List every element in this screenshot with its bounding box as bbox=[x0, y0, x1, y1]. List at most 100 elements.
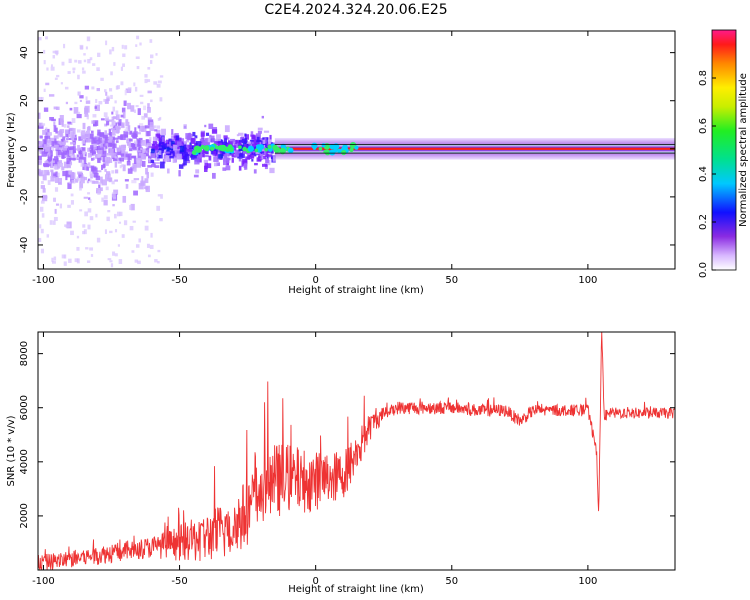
spectrogram-xtick-label: 100 bbox=[578, 275, 597, 286]
spectrogram-cell bbox=[116, 85, 120, 90]
spectrogram-cell bbox=[47, 180, 51, 185]
spectrogram-cell bbox=[42, 188, 46, 193]
spectrogram-cell bbox=[75, 148, 78, 151]
spectrogram-cell bbox=[68, 181, 72, 184]
spectrogram-cell bbox=[61, 152, 67, 159]
spectrogram-cell bbox=[77, 145, 80, 152]
spectrogram-cell bbox=[82, 122, 86, 130]
spectrogram-cell bbox=[136, 35, 140, 40]
spectrogram-cell bbox=[234, 149, 241, 157]
spectrogram-cell bbox=[46, 67, 49, 71]
spectrogram-cell bbox=[120, 114, 124, 118]
colorbar-tick-label: 0.0 bbox=[698, 262, 709, 278]
spectrogram-cell bbox=[97, 150, 103, 156]
spectrogram-cell bbox=[57, 177, 62, 185]
spectrogram-cell bbox=[45, 145, 51, 152]
spectrogram-cell bbox=[133, 109, 136, 113]
spectrogram-cell bbox=[63, 261, 67, 266]
spectrogram-cell bbox=[227, 158, 230, 164]
spectrogram-cell bbox=[324, 149, 331, 156]
spectrogram-cell bbox=[102, 143, 105, 147]
spectrogram-cell bbox=[40, 228, 44, 234]
spectrogram-cell bbox=[167, 168, 170, 174]
spectrogram-cell bbox=[329, 149, 336, 156]
spectrogram-cell bbox=[201, 150, 206, 154]
spectrogram-cell bbox=[69, 150, 73, 155]
spectrogram-cell bbox=[134, 259, 139, 263]
spectrogram-cell bbox=[56, 74, 60, 78]
spectrogram-cell bbox=[204, 142, 211, 147]
spectrogram-cell bbox=[242, 160, 248, 165]
spectrogram-cell bbox=[106, 153, 112, 156]
spectrogram-cell bbox=[203, 165, 208, 172]
spectrogram-cell bbox=[169, 156, 174, 159]
spectrogram-cell bbox=[49, 116, 54, 121]
spectrogram-cell bbox=[279, 147, 286, 155]
spectrogram-cell bbox=[88, 165, 92, 169]
spectrogram-cell bbox=[51, 160, 55, 164]
spectrogram-cell bbox=[74, 258, 79, 263]
spectrogram-cell bbox=[116, 114, 120, 120]
spectrogram-cell bbox=[110, 94, 113, 99]
spectrogram-cell bbox=[182, 142, 187, 149]
spectrogram-cell bbox=[104, 130, 107, 137]
spectrogram-cell bbox=[117, 244, 120, 247]
spectrogram-cell bbox=[95, 175, 101, 181]
spectrogram-cell bbox=[211, 135, 215, 143]
spectrogram-cell bbox=[79, 44, 84, 50]
spectrogram-cell bbox=[149, 125, 155, 131]
spectrogram-cell bbox=[86, 36, 91, 42]
spectrogram-cell bbox=[143, 105, 147, 111]
spectrogram-cell bbox=[67, 121, 72, 124]
spectrogram-cell bbox=[141, 176, 144, 183]
spectrogram-cell bbox=[256, 144, 262, 150]
spectrogram-cell bbox=[149, 244, 154, 249]
spectrogram-cell bbox=[87, 125, 91, 131]
spectrogram-cell bbox=[38, 155, 42, 161]
spectrogram-cell bbox=[140, 101, 144, 105]
spectrogram-cell bbox=[265, 158, 269, 164]
spectrogram-cell bbox=[65, 129, 69, 134]
colorbar-ticks: 0.0 0.2 0.4 0.6 0.8 bbox=[698, 70, 716, 278]
snr-axes: -100 -50 0 50 100 2000 4000 6000 8000 bbox=[19, 332, 675, 587]
spectrogram-cell bbox=[151, 153, 157, 159]
spectrogram-cell bbox=[89, 179, 92, 183]
spectrogram-cell bbox=[89, 171, 93, 177]
spectrogram-cell bbox=[43, 88, 46, 92]
spectrogram-cell bbox=[266, 154, 273, 157]
spectrogram-cell bbox=[65, 174, 68, 181]
spectrogram-cell bbox=[89, 199, 92, 203]
spectrogram-cell bbox=[144, 78, 148, 84]
spectrogram-cell bbox=[158, 142, 161, 147]
spectrogram-cell bbox=[88, 197, 91, 200]
spectrogram-cell bbox=[152, 162, 156, 165]
spectrogram-cell bbox=[149, 121, 154, 127]
spectrogram-cell bbox=[209, 146, 215, 151]
spectrogram-cell bbox=[90, 130, 94, 135]
spectrogram-cell bbox=[69, 161, 72, 166]
spectrogram-cell bbox=[147, 254, 151, 258]
spectrogram-cell bbox=[287, 147, 294, 154]
spectrogram-cell bbox=[156, 129, 161, 137]
spectrogram-cell bbox=[213, 156, 219, 162]
spectrogram-cell bbox=[122, 195, 127, 203]
spectrogram-cell bbox=[196, 154, 202, 159]
spectrogram-cell bbox=[59, 203, 63, 209]
spectrogram-cell bbox=[242, 140, 248, 147]
spectrogram-cell bbox=[257, 159, 262, 162]
spectrogram-cell bbox=[87, 58, 91, 64]
spectrogram-cell bbox=[195, 146, 203, 153]
spectrogram-cell bbox=[202, 141, 205, 146]
spectrogram-cell bbox=[52, 55, 56, 59]
spectrogram-cell bbox=[64, 145, 68, 149]
spectrogram-cell bbox=[52, 146, 55, 152]
spectrogram-cell bbox=[100, 77, 104, 81]
spectrogram-cell bbox=[219, 151, 224, 156]
spectrogram-cell bbox=[150, 99, 153, 103]
spectrogram-cell bbox=[65, 150, 71, 157]
spectrogram-cell bbox=[200, 149, 203, 156]
spectrogram-cell bbox=[40, 248, 45, 254]
spectrogram-cell bbox=[86, 166, 90, 171]
spectrogram-cell bbox=[187, 144, 193, 148]
spectrogram-cell bbox=[173, 152, 179, 159]
